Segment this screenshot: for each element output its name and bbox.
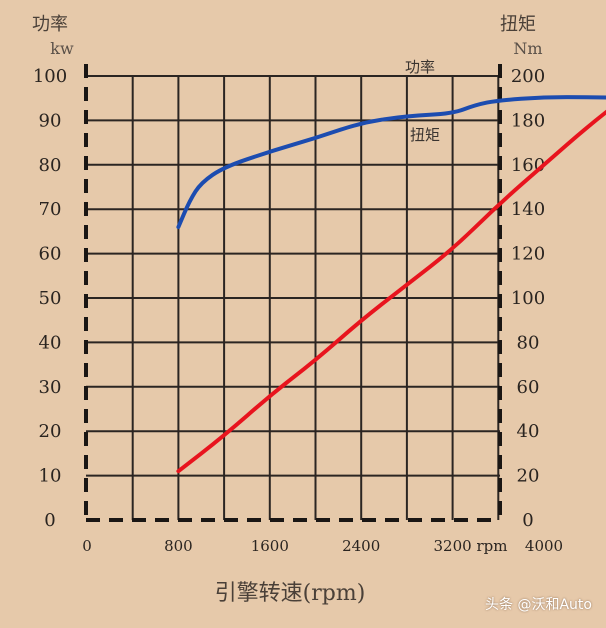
left-tick-label: 70 — [39, 199, 62, 220]
right-tick-label: 40 — [517, 421, 540, 442]
left-tick-label: 30 — [39, 377, 62, 398]
left-tick-label: 90 — [39, 110, 62, 131]
right-tick-label: 200 — [511, 66, 545, 87]
left-axis-unit: kw — [50, 39, 74, 58]
right-tick-label: 60 — [517, 377, 540, 398]
left-tick-label: 80 — [39, 155, 62, 176]
left-tick-label: 60 — [39, 244, 62, 265]
series-line-torque — [176, 95, 606, 229]
left-tick-label: 0 — [44, 510, 55, 531]
plot-frame — [84, 64, 502, 522]
left-tick-label: 20 — [39, 421, 62, 442]
x-tick-label: 0 — [82, 537, 92, 555]
right-tick-label: 80 — [517, 332, 540, 353]
series-layer — [176, 95, 606, 474]
right-axis-ticks: 0 20 40 60 80 100 120 140 160 180 200 — [511, 66, 545, 531]
x-tick-label: 800 — [164, 537, 193, 555]
right-axis-title: 扭矩 — [500, 14, 536, 35]
left-tick-label: 40 — [39, 332, 62, 353]
right-tick-label: 140 — [511, 199, 545, 220]
series-line-power — [176, 109, 606, 474]
watermark: 头条 @沃和Auto — [485, 597, 592, 613]
right-tick-label: 100 — [511, 288, 545, 309]
right-axis-unit: Nm — [513, 39, 542, 58]
right-tick-label: 20 — [517, 466, 540, 487]
series-label-power: 功率 — [405, 58, 435, 76]
left-tick-label: 50 — [39, 288, 62, 309]
x-axis-label: 引擎转速(rpm) — [215, 581, 366, 606]
right-tick-label: 180 — [511, 110, 545, 131]
right-tick-label: 160 — [511, 155, 545, 176]
x-axis-unit: rpm — [477, 537, 508, 555]
left-axis-title: 功率 — [32, 14, 68, 35]
right-tick-label: 0 — [522, 510, 533, 531]
x-tick-label: 3200 — [434, 537, 472, 555]
right-tick-label: 120 — [511, 244, 545, 265]
left-axis-ticks: 0 10 20 30 40 50 60 70 80 90 100 — [33, 66, 67, 531]
left-tick-label: 10 — [39, 466, 62, 487]
x-tick-label: 1600 — [251, 537, 289, 555]
x-axis-ticks: 08001600240032004000480056006400 — [82, 537, 563, 555]
x-tick-label: 2400 — [342, 537, 380, 555]
x-tick-label: 4000 — [525, 537, 563, 555]
series-label-torque: 扭矩 — [410, 126, 440, 144]
grid — [86, 75, 500, 520]
left-tick-label: 100 — [33, 66, 67, 87]
